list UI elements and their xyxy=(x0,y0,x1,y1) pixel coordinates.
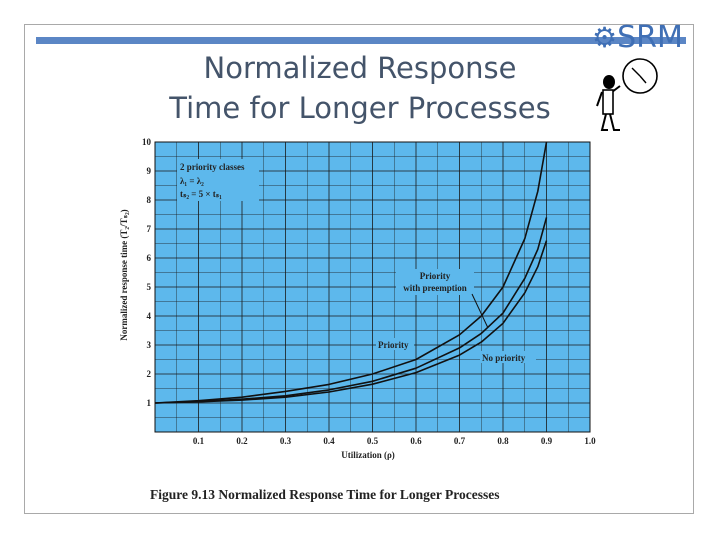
label-no-priority: No priority xyxy=(482,353,526,363)
x-tick-label: 0.1 xyxy=(193,436,205,446)
y-tick-label: 6 xyxy=(147,253,152,263)
label-priority-preemption-1: Priority xyxy=(420,271,451,281)
y-tick-label: 8 xyxy=(147,195,152,205)
slide-title-line1: Normalized Response xyxy=(203,51,517,85)
label-pointer xyxy=(471,293,489,329)
y-axis-label: Normalized response time (T₂/Tₛ₂) xyxy=(119,209,129,340)
label-priority: Priority xyxy=(378,340,409,350)
slide-frame xyxy=(24,24,694,514)
label-priority-preemption-bg xyxy=(396,269,474,295)
y-tick-label: 1 xyxy=(147,398,152,408)
legend-box-line3: tₛ₂ = 5 × tₛ₁ xyxy=(180,189,222,199)
x-tick-label: 0.5 xyxy=(367,436,379,446)
curves xyxy=(154,141,548,404)
y-tick-label: 4 xyxy=(147,311,152,321)
label-no-priority-bg xyxy=(480,351,536,363)
slide-title: Normalized Response Time for Longer Proc… xyxy=(150,48,570,128)
person-with-clock-icon xyxy=(596,58,658,131)
y-tick-label: 7 xyxy=(147,224,152,234)
figure-caption: Figure 9.13 Normalized Response Time for… xyxy=(150,487,500,502)
x-tick-label: 0.2 xyxy=(236,436,248,446)
legend-box-line2: λ₁ = λ₂ xyxy=(180,176,204,186)
legend-box-line1: 2 priority classes xyxy=(180,162,245,172)
y-tick-labels: 1 2 3 4 5 6 7 8 9 10 xyxy=(142,137,152,408)
curve-priority xyxy=(154,141,548,404)
response-time-chart: 0.1 0.2 0.3 0.4 0.5 0.6 0.7 0.8 0.9 1.0 1 2 3 4 5 6 7 8 9… xyxy=(119,137,596,460)
label-priority-bg xyxy=(376,338,414,350)
x-axis-label: Utilization (ρ) xyxy=(341,450,395,460)
slide-title-line2: Time for Longer Processes xyxy=(169,91,551,125)
x-tick-labels: 0.1 0.2 0.3 0.4 0.5 0.6 0.7 0.8 0.9 1.0 xyxy=(193,436,596,446)
y-tick-label: 2 xyxy=(147,369,152,379)
x-tick-label: 0.6 xyxy=(410,436,422,446)
y-tick-label: 5 xyxy=(147,282,152,292)
y-tick-label: 10 xyxy=(142,137,152,147)
x-tick-label: 1.0 xyxy=(584,436,596,446)
srm-logo: ⚙SRM xyxy=(592,20,683,55)
y-tick-label: 9 xyxy=(147,166,152,176)
curve-priority-with-preemption xyxy=(154,217,548,404)
label-priority-preemption-2: with preemption xyxy=(403,283,467,293)
x-tick-label: 0.8 xyxy=(497,436,509,446)
curve-no-priority xyxy=(154,240,548,404)
y-tick-label: 3 xyxy=(147,340,152,350)
x-tick-label: 0.4 xyxy=(323,436,335,446)
legend-box-bg xyxy=(177,159,259,201)
x-tick-label: 0.3 xyxy=(280,436,292,446)
gear-logo-icon: ⚙ xyxy=(592,21,618,54)
x-tick-label: 0.7 xyxy=(454,436,466,446)
x-tick-label: 0.9 xyxy=(541,436,553,446)
title-accent-bar xyxy=(36,37,686,44)
